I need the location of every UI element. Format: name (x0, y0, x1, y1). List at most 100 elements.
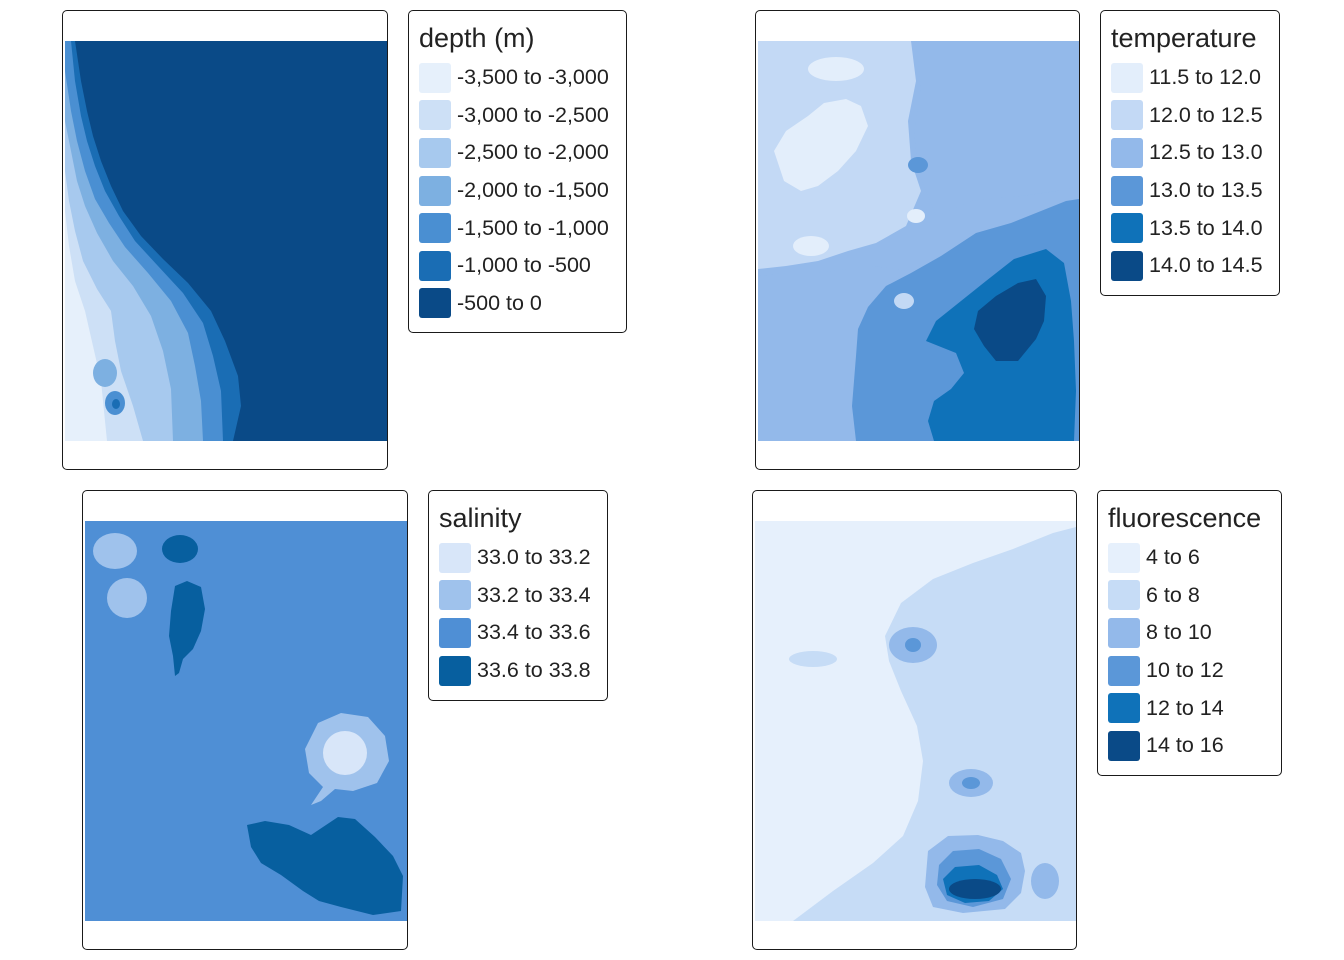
depth-legend-swatch (419, 175, 451, 206)
temperature-legend-item: 13.5 to 14.0 (1111, 209, 1269, 247)
depth-legend-swatch (419, 213, 451, 244)
fluorescence-legend-title: fluorescence (1108, 503, 1262, 533)
depth-legend-item: -1,500 to -1,000 (419, 209, 616, 247)
salinity-legend-label: 33.0 to 33.2 (477, 545, 591, 570)
salinity-salty-patch-3 (247, 817, 403, 915)
salinity-legend-title: salinity (439, 503, 522, 533)
fluorescence-spot-1-core (905, 638, 921, 652)
depth-legend-title: depth (m) (419, 23, 535, 53)
depth-legend-label: -3,500 to -3,000 (457, 65, 609, 90)
fluorescence-legend-item: 8 to 10 (1108, 614, 1271, 652)
temperature-warm-core (974, 279, 1046, 361)
fluorescence-legend-swatch (1108, 580, 1140, 611)
depth-legend-swatch (419, 137, 451, 168)
depth-legend-label: -2,000 to -1,500 (457, 178, 609, 203)
temperature-map-frame (755, 10, 1080, 470)
salinity-legend-swatch (439, 655, 471, 686)
fluorescence-legend-swatch (1108, 542, 1140, 573)
depth-map-frame (62, 10, 388, 470)
temperature-legend-label: 12.0 to 12.5 (1149, 102, 1263, 127)
depth-legend-swatch (419, 288, 451, 319)
fluorescence-legend-swatch (1108, 730, 1140, 761)
salinity-legend-swatch (439, 617, 471, 648)
depth-legend-label: -1,500 to -1,000 (457, 215, 609, 240)
salinity-legend-item: 33.6 to 33.8 (439, 652, 597, 690)
depth-legend-item: -2,000 to -1,500 (419, 172, 616, 210)
depth-map (65, 41, 387, 441)
fluorescence-legend-label: 6 to 8 (1146, 582, 1200, 607)
salinity-fresh-patch-2 (107, 578, 147, 618)
depth-legend-swatch (419, 62, 451, 93)
fluorescence-legend-label: 10 to 12 (1146, 658, 1224, 683)
depth-zone-3500 (65, 211, 107, 441)
fluorescence-legend: fluorescence 4 to 6 6 to 8 8 to 10 10 to… (1097, 490, 1282, 776)
fluorescence-spot-2-core (962, 777, 980, 789)
salinity-map (85, 521, 407, 921)
fluorescence-legend-item: 12 to 14 (1108, 689, 1271, 727)
temperature-cool-spot (907, 209, 925, 223)
depth-legend: depth (m) -3,500 to -3,000 -3,000 to -2,… (408, 10, 627, 333)
temperature-legend-swatch (1111, 250, 1143, 281)
salinity-legend-item: 33.0 to 33.2 (439, 539, 597, 577)
salinity-legend-swatch (439, 542, 471, 573)
depth-legend-item: -1,000 to -500 (419, 247, 616, 285)
depth-legend-label: -1,000 to -500 (457, 253, 591, 278)
salinity-salty-patch-1 (162, 535, 198, 563)
temperature-warm-spot (908, 157, 928, 173)
salinity-legend-label: 33.4 to 33.6 (477, 620, 591, 645)
fluorescence-legend-label: 12 to 14 (1146, 695, 1224, 720)
temperature-map (758, 41, 1079, 441)
depth-legend-label: -500 to 0 (457, 290, 542, 315)
fluorescence-legend-swatch (1108, 693, 1140, 724)
temperature-cool-patch-2 (808, 57, 864, 81)
fluorescence-patch (789, 651, 837, 667)
salinity-legend-swatch (439, 580, 471, 611)
depth-legend-item: -500 to 0 (419, 285, 616, 323)
salinity-legend-item: 33.2 to 33.4 (439, 577, 597, 615)
salinity-legend: salinity 33.0 to 33.2 33.2 to 33.4 33.4 … (428, 490, 608, 701)
depth-legend-swatch (419, 250, 451, 281)
depth-seamount-top (112, 399, 120, 409)
fluorescence-legend-swatch (1108, 655, 1140, 686)
fluorescence-map-frame (752, 490, 1077, 950)
fluorescence-legend-label: 8 to 10 (1146, 620, 1212, 645)
fluorescence-bloom-core (949, 879, 1001, 899)
salinity-salty-patch-2 (169, 581, 205, 676)
fluorescence-legend-item: 10 to 12 (1108, 652, 1271, 690)
temperature-legend-label: 14.0 to 14.5 (1149, 253, 1263, 278)
temperature-mid-spot (894, 293, 914, 309)
temperature-legend-swatch (1111, 213, 1143, 244)
fluorescence-legend-label: 4 to 6 (1146, 545, 1200, 570)
temperature-legend-swatch (1111, 175, 1143, 206)
temperature-legend-item: 13.0 to 13.5 (1111, 172, 1269, 210)
temperature-legend-title: temperature (1111, 23, 1257, 53)
temperature-cool-patch-1 (774, 99, 868, 191)
salinity-fresh-patch-1 (93, 533, 137, 569)
temperature-legend-label: 13.5 to 14.0 (1149, 215, 1263, 240)
fluorescence-east-patch (1031, 863, 1059, 899)
fluorescence-legend-item: 6 to 8 (1108, 577, 1271, 615)
depth-legend-item: -2,500 to -2,000 (419, 134, 616, 172)
temperature-legend-item: 14.0 to 14.5 (1111, 247, 1269, 285)
fluorescence-legend-label: 14 to 16 (1146, 733, 1224, 758)
depth-legend-swatch (419, 100, 451, 131)
temperature-legend-label: 11.5 to 12.0 (1149, 65, 1261, 90)
temperature-cool-patch-3 (793, 236, 829, 256)
salinity-legend-label: 33.6 to 33.8 (477, 658, 591, 683)
temperature-legend-swatch (1111, 100, 1143, 131)
salinity-legend-label: 33.2 to 33.4 (477, 582, 591, 607)
salinity-freshest-core (323, 731, 367, 775)
temperature-legend-swatch (1111, 137, 1143, 168)
temperature-legend-item: 12.5 to 13.0 (1111, 134, 1269, 172)
fluorescence-legend-item: 14 to 16 (1108, 727, 1271, 765)
depth-legend-label: -2,500 to -2,000 (457, 140, 609, 165)
fluorescence-zone-6 (793, 521, 1076, 921)
temperature-legend-swatch (1111, 62, 1143, 93)
depth-legend-item: -3,000 to -2,500 (419, 97, 616, 135)
fluorescence-map (755, 521, 1076, 921)
depth-seamount (93, 359, 117, 387)
temperature-legend-item: 11.5 to 12.0 (1111, 59, 1269, 97)
temperature-legend-label: 12.5 to 13.0 (1149, 140, 1263, 165)
fluorescence-legend-item: 4 to 6 (1108, 539, 1271, 577)
temperature-legend-item: 12.0 to 12.5 (1111, 97, 1269, 135)
